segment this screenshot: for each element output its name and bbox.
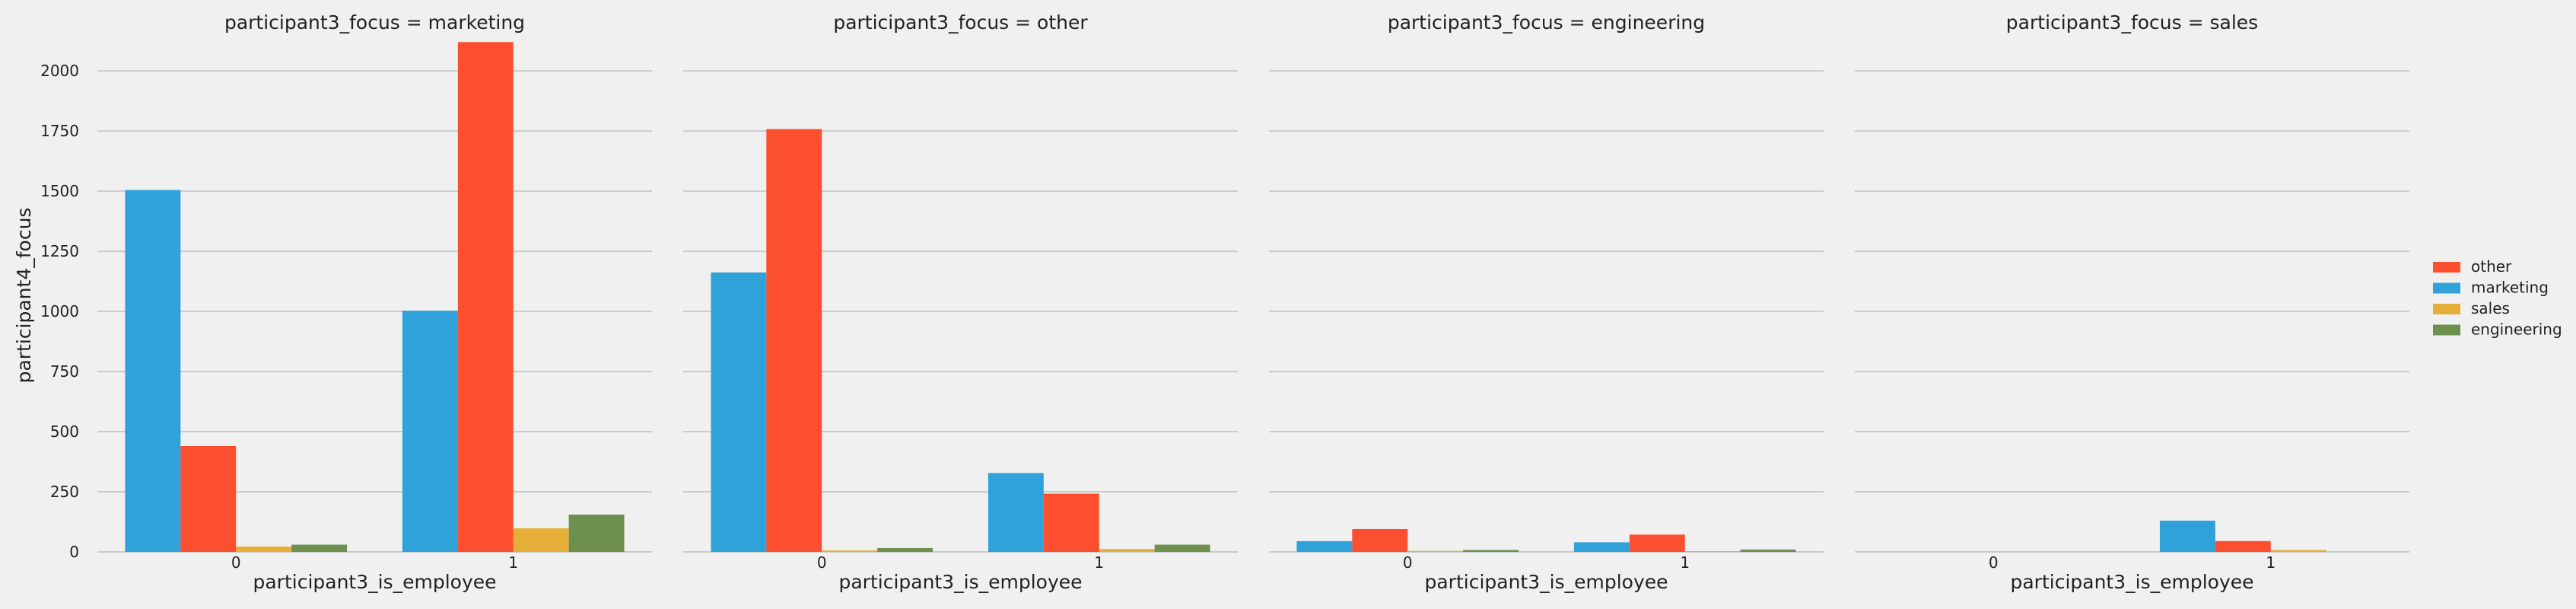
bar-marketing (125, 190, 181, 552)
x-tick-label: 0 (231, 553, 241, 572)
x-tick-label: 1 (2266, 553, 2275, 572)
bar-other (1043, 493, 1099, 552)
legend-swatch-engineering (2433, 324, 2460, 336)
bar-other (2215, 540, 2271, 552)
bar-engineering (1154, 544, 1210, 552)
bar-other (180, 446, 237, 552)
legend-swatch-sales (2433, 304, 2460, 314)
x-axis-label: participant3_is_employee (2010, 571, 2253, 593)
bar-other (766, 129, 822, 552)
facet-title: participant3_focus = marketing (224, 11, 525, 33)
bar-marketing (711, 272, 767, 552)
legend-swatch-marketing (2433, 282, 2460, 294)
bar-engineering (1740, 549, 1796, 552)
bar-marketing (1296, 540, 1353, 552)
bar-other (457, 42, 514, 553)
x-tick-label: 1 (1094, 553, 1104, 572)
bar-sales (1684, 551, 1741, 552)
x-tick-label: 0 (1403, 553, 1413, 572)
bar-engineering (568, 515, 625, 552)
x-axis-label: participant3_is_employee (253, 571, 496, 593)
y-tick-label: 500 (50, 422, 79, 441)
bar-marketing (402, 311, 458, 552)
y-axis-label: participant4_focus (13, 208, 35, 384)
x-axis-label: participant3_is_employee (838, 571, 1082, 593)
x-tick-label: 1 (1680, 553, 1690, 572)
legend: other marketing sales engineering (2433, 257, 2562, 339)
y-tick-label: 250 (50, 483, 79, 501)
bar-sales (236, 547, 292, 552)
y-tick-label: 2000 (40, 62, 79, 80)
legend-label-sales: sales (2471, 299, 2510, 317)
y-tick-label: 1500 (40, 182, 79, 200)
bar-marketing (1573, 542, 1630, 552)
facet-panel: 0 250 500 750 1000 1250 1500 1750 2000 participan… (40, 11, 652, 593)
legend-label-marketing: marketing (2471, 279, 2549, 297)
bar-other (1629, 534, 1685, 552)
y-tick-label: 1250 (40, 242, 79, 260)
facet-panel: participant3_focus = engineering 0 1 partic… (1269, 11, 1824, 593)
bar-engineering (1463, 550, 1519, 552)
bar-other (1352, 528, 1408, 552)
x-tick-label: 0 (1989, 553, 1999, 572)
facet-panel: participant3_focus = sales 0 1 participant3… (1855, 11, 2409, 593)
legend-label-other: other (2471, 257, 2512, 276)
bar-engineering (877, 547, 933, 552)
bar-marketing (2159, 520, 2215, 552)
y-tick-label: 1750 (40, 122, 79, 140)
y-tick-label: 0 (69, 543, 79, 561)
legend-label-engineering: engineering (2471, 320, 2562, 339)
x-tick-label: 1 (508, 553, 518, 572)
bar-marketing (987, 473, 1044, 552)
bar-sales (513, 528, 569, 552)
bar-sales (1407, 550, 1464, 552)
y-tick-label: 1000 (40, 302, 79, 320)
x-tick-label: 0 (817, 553, 827, 572)
y-tick-label: 750 (50, 362, 79, 381)
facet-panel: participant3_focus = other 0 1 participant3… (683, 11, 1238, 593)
bar-sales (1099, 549, 1155, 552)
bar-sales (2270, 550, 2326, 552)
facet-title: participant3_focus = other (833, 11, 1088, 33)
bar-engineering (291, 544, 348, 552)
facet-title: participant3_focus = sales (2006, 11, 2258, 33)
legend-swatch-other (2433, 262, 2460, 273)
facet-title: participant3_focus = engineering (1388, 11, 1705, 33)
x-axis-label: participant3_is_employee (1424, 571, 1668, 593)
bar-sales (822, 550, 878, 552)
